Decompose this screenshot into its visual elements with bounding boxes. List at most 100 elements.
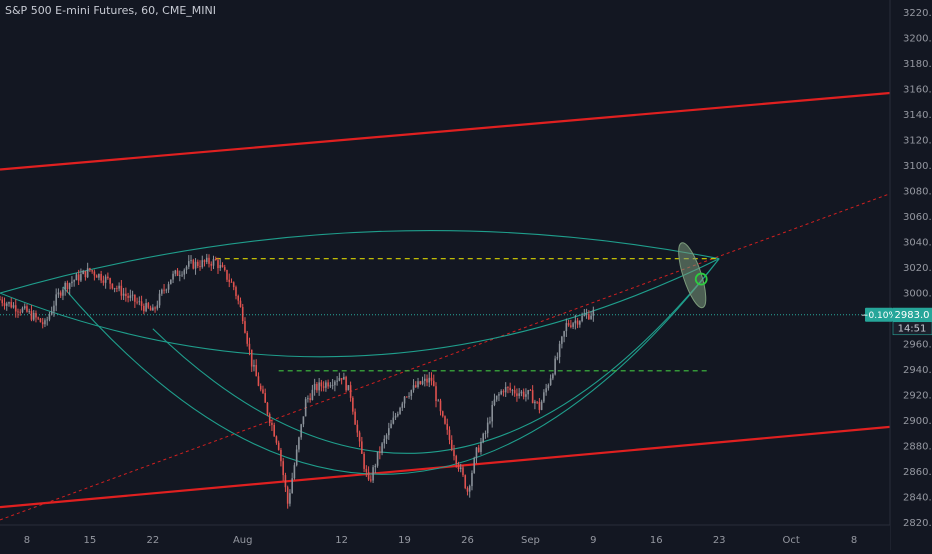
candle-body <box>75 274 78 281</box>
candle-body <box>403 396 406 404</box>
candle <box>104 274 107 289</box>
candle <box>563 330 565 343</box>
candle-body <box>46 319 48 321</box>
candle <box>73 279 75 287</box>
candle-body <box>17 311 19 313</box>
candle <box>444 415 446 425</box>
candle-body <box>428 377 431 383</box>
candle <box>367 466 370 481</box>
candle <box>35 310 37 323</box>
candle <box>531 385 534 404</box>
candle <box>82 269 84 275</box>
price-axis-panel[interactable] <box>890 0 932 525</box>
time-axis-panel[interactable] <box>0 525 890 550</box>
candle <box>226 269 228 283</box>
candle-body <box>37 317 40 319</box>
countdown-badge <box>892 321 932 336</box>
candle-body <box>583 314 586 316</box>
candle-body <box>394 415 397 418</box>
candle-body <box>284 475 287 488</box>
candle <box>44 318 46 328</box>
candle-body <box>68 283 71 289</box>
candle-body <box>127 296 129 298</box>
y-tick-label: 3100.0 <box>903 161 932 172</box>
candle <box>354 408 356 425</box>
candle <box>37 316 40 321</box>
candle-body <box>226 270 228 280</box>
candle-body <box>80 274 82 281</box>
candle-body <box>174 270 177 274</box>
candle-body <box>379 451 381 453</box>
candle <box>12 302 15 309</box>
candle <box>246 330 249 347</box>
candle <box>201 255 204 269</box>
candle-body <box>522 391 525 397</box>
candle-body <box>471 472 473 487</box>
candle-body <box>464 475 467 489</box>
candle <box>466 486 469 496</box>
candle-body <box>390 423 392 429</box>
candle <box>113 287 116 293</box>
countdown-text: 14:51 <box>898 324 927 335</box>
candle <box>511 388 514 396</box>
arc-line <box>0 230 720 294</box>
candle <box>473 456 476 474</box>
candle <box>95 274 98 278</box>
candle <box>558 340 561 364</box>
candle <box>100 270 102 284</box>
candle-body <box>491 404 493 422</box>
candle-body <box>221 265 224 268</box>
y-tick-label: 3220.0 <box>903 8 932 19</box>
candle <box>118 282 120 292</box>
candle-body <box>397 413 399 416</box>
y-tick-label: 2840.0 <box>903 492 932 503</box>
candle-body <box>561 336 563 344</box>
candle <box>365 465 368 477</box>
candle-body <box>194 261 197 269</box>
y-tick-label: 2960.0 <box>903 340 932 351</box>
candle <box>178 270 181 282</box>
candle <box>302 416 305 428</box>
candle <box>125 287 127 302</box>
candle-body <box>19 311 22 313</box>
candle <box>41 317 44 329</box>
candle <box>574 314 577 330</box>
candle <box>500 389 502 396</box>
candle-body <box>107 276 109 279</box>
candle-body <box>325 382 327 388</box>
candle-body <box>304 399 307 417</box>
candle-body <box>3 303 6 306</box>
candle <box>219 259 222 271</box>
candle-body <box>567 323 570 326</box>
candle-body <box>113 288 116 289</box>
candle-body <box>26 306 28 312</box>
candle-body <box>129 295 132 298</box>
candle <box>203 259 206 267</box>
candle <box>102 275 105 286</box>
candle <box>405 396 408 398</box>
candle-body <box>340 378 343 380</box>
candle-body <box>318 382 320 391</box>
candle-body <box>349 385 352 398</box>
candle <box>489 416 491 425</box>
candle <box>345 375 347 393</box>
candle <box>585 308 588 319</box>
candle <box>412 379 415 393</box>
candle <box>161 288 163 296</box>
candle-body <box>298 437 300 450</box>
x-tick-label: 19 <box>398 535 411 546</box>
candle <box>484 430 487 439</box>
candle-body <box>450 439 453 451</box>
candle <box>534 399 536 410</box>
candle-body <box>235 287 237 296</box>
candle-body <box>399 407 401 414</box>
candle-body <box>309 398 311 400</box>
candle-body <box>432 380 435 387</box>
candle <box>331 378 334 390</box>
candle-body <box>513 390 516 394</box>
candle <box>300 423 302 440</box>
candle <box>358 430 361 448</box>
candle-body <box>64 282 66 290</box>
